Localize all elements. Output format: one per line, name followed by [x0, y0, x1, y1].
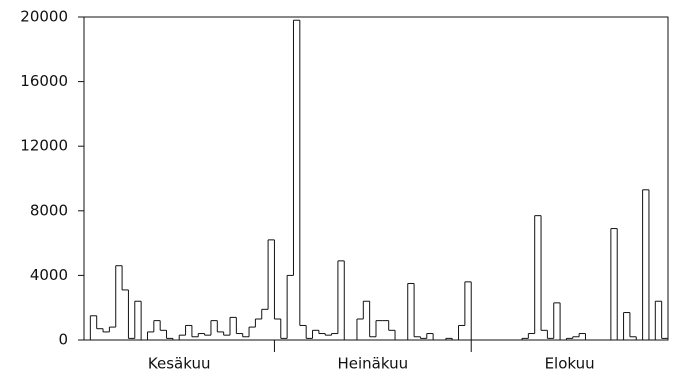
plot-frame	[83, 16, 669, 341]
y-tick-label: 8000	[30, 201, 68, 219]
y-tick-label: 0	[58, 331, 68, 349]
y-tick-label: 16000	[20, 72, 68, 90]
y-tick-label: 20000	[20, 8, 68, 26]
x-group-label: Elokuu	[545, 355, 595, 373]
y-tick-label: 4000	[30, 266, 68, 284]
x-group-label: Heinäkuu	[338, 355, 409, 373]
y-tick-label: 12000	[20, 137, 68, 155]
x-group-label: Kesäkuu	[148, 355, 211, 373]
